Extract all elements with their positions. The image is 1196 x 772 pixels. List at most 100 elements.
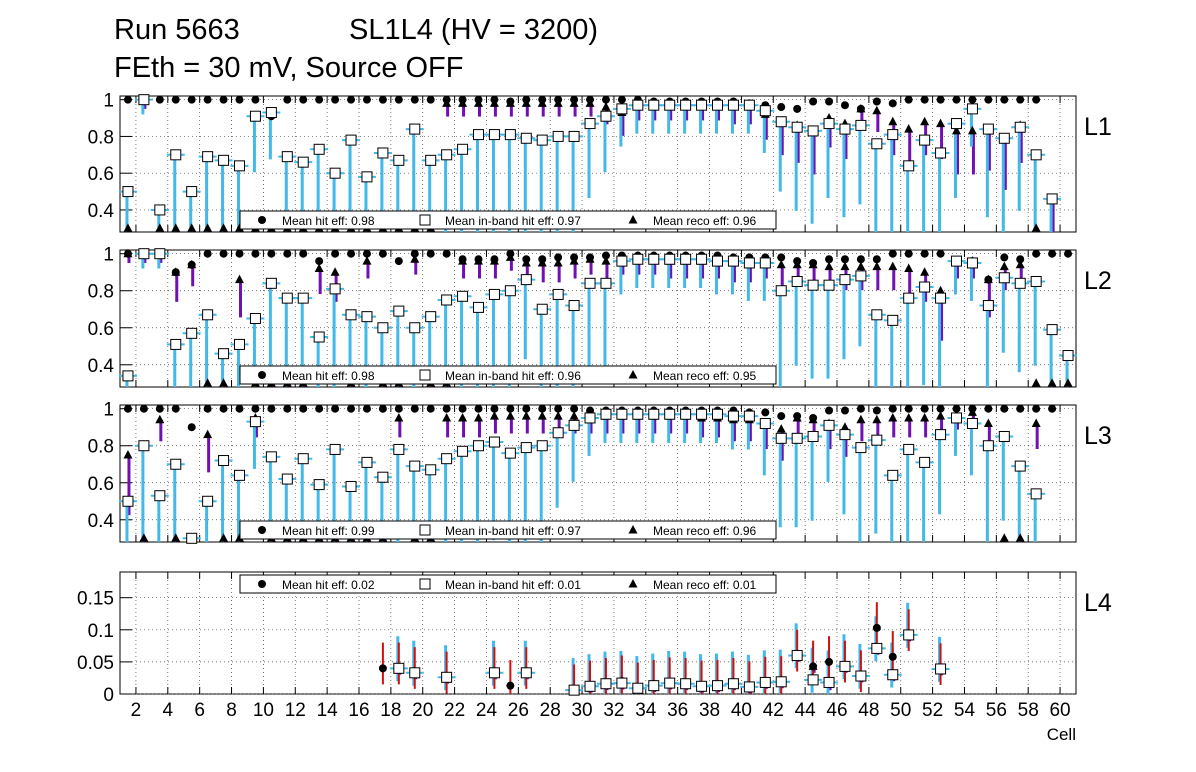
x-tick-label: 30 [571, 700, 592, 721]
inband-eff-marker [919, 456, 931, 468]
inband-eff-marker [600, 277, 612, 289]
inband-eff-marker [457, 290, 469, 302]
hit-eff-marker [235, 249, 244, 258]
inband-eff-marker [504, 285, 516, 297]
inband-eff-marker [903, 292, 915, 304]
hit-eff-marker [809, 662, 818, 671]
reco-eff-marker [872, 261, 882, 271]
inband-eff-marker [935, 663, 947, 675]
legend-box [239, 210, 777, 230]
hit-eff-marker [1032, 404, 1041, 413]
reco-eff-marker [362, 256, 372, 265]
hit-eff-marker [793, 257, 802, 266]
inband-eff-marker [855, 119, 867, 131]
legend-inband-marker [419, 369, 431, 381]
y-tick-label: 0.05 [77, 653, 114, 674]
hit-eff-marker [920, 249, 929, 258]
inband-eff-marker [218, 348, 230, 360]
x-tick-label: 26 [508, 700, 529, 721]
inband-eff-marker [218, 154, 230, 166]
hit-eff-marker [1032, 95, 1041, 104]
hit-eff-marker [299, 404, 308, 413]
legend: Mean hit eff: 0.99 Mean in-band hit eff: … [239, 520, 777, 540]
inband-eff-marker [935, 429, 947, 441]
hit-eff-marker [155, 404, 164, 413]
reco-eff-marker [171, 533, 181, 542]
y-tick-label: 0.6 [88, 474, 114, 495]
reco-eff-marker [171, 223, 181, 232]
inband-eff-marker [488, 288, 500, 300]
x-tick-label: 10 [253, 700, 274, 721]
hit-eff-marker [968, 95, 977, 104]
hit-eff-marker [506, 681, 515, 690]
x-tick-label: 28 [540, 700, 561, 721]
inband-eff-marker [202, 151, 214, 163]
inband-eff-marker [488, 667, 500, 679]
hit-eff-marker [1000, 404, 1009, 413]
legend: Mean hit eff: 0.02 Mean in-band hit eff: … [239, 574, 777, 594]
inband-eff-marker [616, 408, 628, 420]
inband-eff-marker [329, 443, 341, 455]
x-tick-label: 58 [1018, 700, 1039, 721]
inband-eff-marker [281, 151, 293, 163]
inband-eff-marker [393, 154, 405, 166]
inband-eff-marker [345, 309, 357, 321]
inband-eff-marker [823, 419, 835, 431]
hit-eff-marker [235, 404, 244, 413]
plot-frame [119, 249, 1077, 388]
legend-inband-marker [419, 214, 431, 226]
inband-eff-marker [536, 440, 548, 452]
legend-box [239, 574, 777, 594]
reco-eff-marker [904, 124, 914, 133]
x-tick-label: 46 [826, 700, 847, 721]
hit-eff-marker [570, 404, 579, 413]
inband-eff-marker [488, 436, 500, 448]
inband-eff-marker [473, 129, 484, 141]
hit-eff-marker [554, 95, 563, 104]
inband-eff-marker [712, 255, 723, 267]
inband-eff-marker [966, 103, 978, 115]
legend-reco-label: Mean reco eff: 0.96 [653, 214, 757, 228]
inband-eff-marker [664, 99, 676, 111]
inband-eff-marker [632, 99, 644, 111]
hit-eff-marker [570, 95, 579, 104]
inband-eff-marker [727, 99, 739, 111]
x-tick-label: 42 [763, 700, 784, 721]
inband-eff-marker [584, 412, 596, 424]
inband-eff-marker [186, 186, 198, 198]
hit-eff-marker [984, 404, 993, 413]
hit-eff-marker [378, 404, 387, 413]
reco-eff-marker [904, 263, 914, 273]
inband-eff-marker [696, 253, 708, 265]
inband-eff-marker [154, 204, 166, 216]
inband-eff-marker [743, 257, 755, 269]
inband-eff-marker [919, 281, 931, 293]
y-tick-label: 0.4 [88, 511, 115, 532]
hit-eff-marker [888, 249, 897, 258]
hit-eff-marker [219, 95, 228, 104]
settings-title: FEth = 30 mV, Source OFF [114, 52, 464, 84]
x-tick-label: 14 [317, 700, 339, 721]
hit-eff-marker [793, 412, 802, 421]
inband-eff-marker [218, 455, 230, 467]
inband-eff-marker [680, 99, 692, 111]
inband-eff-marker [855, 270, 867, 282]
x-axis-label: Cell [1047, 725, 1076, 744]
inband-eff-marker [297, 156, 309, 168]
inband-eff-marker [377, 322, 389, 334]
hit-eff-marker [283, 404, 292, 413]
inband-eff-marker [377, 147, 389, 159]
inband-eff-marker [1030, 488, 1042, 500]
y-tick-label: 0.1 [88, 621, 114, 642]
reco-eff-marker [952, 125, 961, 135]
inband-eff-marker [329, 167, 341, 179]
inband-eff-marker [743, 99, 755, 111]
inband-eff-marker [393, 662, 405, 674]
inband-eff-marker [425, 154, 437, 166]
hit-eff-marker [251, 249, 260, 258]
inband-eff-marker [297, 292, 309, 304]
hit-eff-marker [1048, 249, 1057, 258]
inband-eff-marker [584, 118, 596, 130]
inband-eff-marker [966, 257, 978, 269]
reco-eff-marker [888, 116, 898, 126]
